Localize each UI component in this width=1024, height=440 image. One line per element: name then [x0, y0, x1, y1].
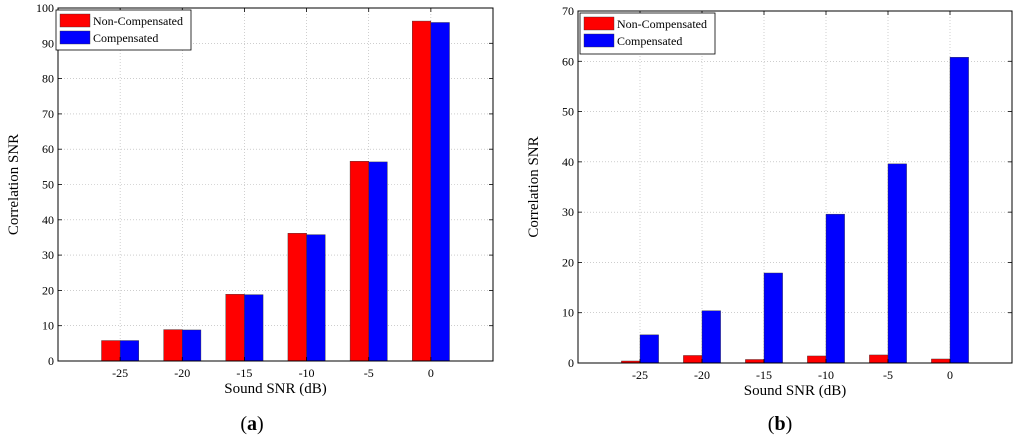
- legend-swatch-0: [59, 13, 91, 28]
- y-tick-label: 80: [42, 72, 54, 86]
- bar-non-compensated-0: [101, 340, 121, 362]
- y-axis-label: Correlation SNR: [526, 136, 542, 237]
- x-tick-label: -20: [174, 366, 190, 380]
- bar-compensated-5: [430, 22, 450, 362]
- legend-entry-0: Non-Compensated: [93, 14, 183, 28]
- bar-non-compensated-4: [869, 354, 889, 364]
- x-tick-label: -5: [883, 368, 893, 382]
- y-tick-label: 30: [562, 205, 574, 219]
- x-tick-label: 0: [428, 366, 434, 380]
- x-axis-label: Sound SNR (dB): [744, 383, 847, 399]
- bar-non-compensated-3: [807, 355, 827, 364]
- bar-non-compensated-2: [225, 294, 245, 362]
- bar-compensated-1: [182, 329, 202, 362]
- chart-panel-b: 0 10 20 30 40 50 60 70 -25 -20 -15 -10 -5 0 Sound SNR …: [526, 4, 1013, 435]
- bar-compensated-5: [949, 57, 969, 364]
- bar-compensated-0: [119, 340, 139, 362]
- y-tick-label: 90: [42, 36, 54, 50]
- legend: Non-Compensated Compensated: [55, 9, 192, 51]
- y-tick-label: 50: [562, 105, 574, 119]
- x-tick-label: -10: [299, 366, 315, 380]
- x-tick-label: -25: [632, 368, 648, 382]
- bar-compensated-3: [306, 234, 326, 362]
- y-tick-label: 100: [36, 1, 54, 15]
- panel-label: (b): [768, 413, 792, 435]
- y-tick-label: 10: [42, 319, 54, 333]
- bar-non-compensated-1: [163, 329, 183, 362]
- legend-entry-0: Non-Compensated: [617, 17, 707, 31]
- y-tick-label: 0: [568, 356, 574, 370]
- bar-compensated-2: [763, 272, 783, 364]
- bar-compensated-3: [825, 213, 845, 364]
- bar-compensated-2: [244, 294, 264, 362]
- bar-non-compensated-5: [412, 20, 432, 362]
- x-tick-label: -10: [818, 368, 834, 382]
- legend-entry-1: Compensated: [617, 34, 682, 48]
- x-axis-label: Sound SNR (dB): [224, 381, 327, 397]
- y-tick-label: 40: [562, 155, 574, 169]
- legend-swatch-1: [59, 30, 91, 45]
- bar-non-compensated-2: [745, 359, 765, 364]
- legend: Non-Compensated Compensated: [579, 12, 716, 55]
- y-tick-label: 60: [562, 54, 574, 68]
- y-tick-label: 30: [42, 248, 54, 262]
- bar-compensated-4: [368, 161, 388, 362]
- y-tick-label: 60: [42, 142, 54, 156]
- x-tick-label: -15: [756, 368, 772, 382]
- bar-non-compensated-5: [931, 358, 951, 364]
- y-tick-label: 70: [42, 107, 54, 121]
- bar-compensated-4: [887, 163, 907, 364]
- x-tick-label: -15: [236, 366, 252, 380]
- legend-entry-1: Compensated: [93, 31, 158, 45]
- y-tick-label: 50: [42, 178, 54, 192]
- bar-non-compensated-1: [683, 355, 703, 364]
- bar-compensated-0: [639, 334, 659, 364]
- y-tick-label: 10: [562, 306, 574, 320]
- axes-frame: [577, 10, 1013, 364]
- chart-panel-a: 0 10 20 30 40 50 60 70 80 90 100 -25 -20 -15 -10 -5 0 Sou…: [6, 1, 494, 435]
- bar-non-compensated-3: [287, 233, 307, 362]
- legend-swatch-0: [583, 16, 615, 31]
- y-axis-label: Correlation SNR: [6, 134, 22, 235]
- y-tick-label: 40: [42, 213, 54, 227]
- panel-label: (a): [240, 413, 263, 435]
- bar-compensated-1: [701, 310, 721, 364]
- bar-non-compensated-4: [349, 161, 369, 362]
- x-tick-label: -5: [364, 366, 374, 380]
- y-tick-label: 70: [562, 4, 574, 18]
- x-tick-label: -25: [112, 366, 128, 380]
- legend-swatch-1: [583, 33, 615, 48]
- x-tick-label: 0: [947, 368, 953, 382]
- plot-area: [578, 11, 1012, 363]
- y-tick-label: 0: [48, 354, 54, 368]
- x-tick-label: -20: [694, 368, 710, 382]
- y-tick-label: 20: [562, 255, 574, 269]
- y-tick-label: 20: [42, 283, 54, 297]
